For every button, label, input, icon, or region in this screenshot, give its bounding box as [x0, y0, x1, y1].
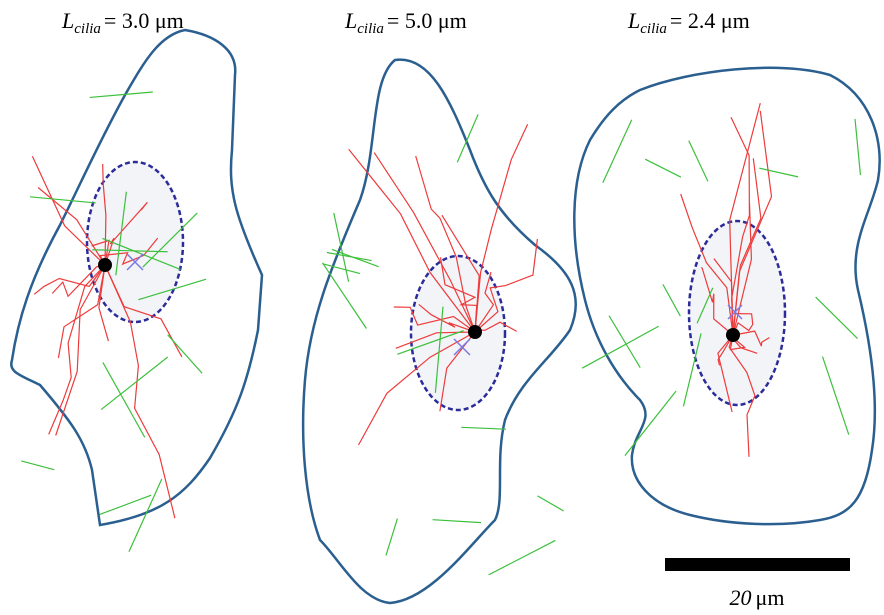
symbol: L: [61, 8, 74, 33]
centrosome: [468, 325, 482, 339]
cilium: [538, 496, 564, 511]
subscript: cilia: [640, 21, 667, 37]
subscript: cilia: [74, 21, 101, 37]
panel-title: Lcilia= 5.0 μm: [344, 8, 467, 37]
value: = 2.4 μm: [670, 8, 750, 33]
cilium: [21, 461, 54, 470]
symbol: L: [344, 8, 357, 33]
centrosome: [98, 258, 112, 272]
figure: Lcilia= 3.0 μm Lcilia= 5.0 μm Lcilia= 2.…: [0, 0, 884, 615]
scale-number: 20: [730, 585, 752, 610]
centrosome: [726, 328, 740, 342]
value: = 3.0 μm: [104, 8, 184, 33]
scale-bar: [665, 558, 850, 571]
symbol: L: [627, 8, 640, 33]
panel-title: Lcilia= 2.4 μm: [627, 8, 750, 37]
cells: [11, 30, 879, 603]
panel-title: Lcilia= 3.0 μm: [61, 8, 184, 37]
value: = 5.0 μm: [387, 8, 467, 33]
cilium: [489, 540, 556, 574]
scale-unit: μm: [756, 585, 785, 610]
subscript: cilia: [357, 21, 384, 37]
